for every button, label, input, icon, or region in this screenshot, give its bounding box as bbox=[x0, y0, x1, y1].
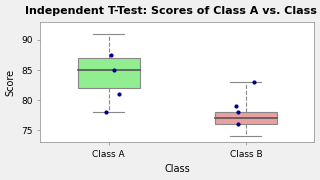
Y-axis label: Score: Score bbox=[5, 69, 16, 96]
FancyBboxPatch shape bbox=[78, 58, 140, 88]
FancyBboxPatch shape bbox=[215, 112, 277, 124]
X-axis label: Class: Class bbox=[164, 165, 190, 174]
Title: Independent T-Test: Scores of Class A vs. Class B: Independent T-Test: Scores of Class A vs… bbox=[25, 6, 320, 15]
